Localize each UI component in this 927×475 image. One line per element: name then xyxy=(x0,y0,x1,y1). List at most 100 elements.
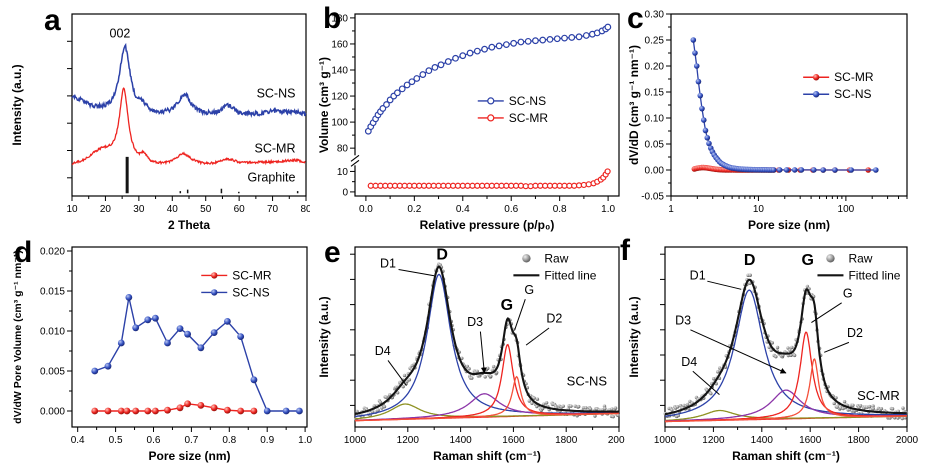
svg-text:D1: D1 xyxy=(690,268,706,282)
svg-text:0.05: 0.05 xyxy=(645,140,665,151)
svg-text:Raman shift (cm⁻¹): Raman shift (cm⁻¹) xyxy=(433,449,541,463)
svg-text:D2: D2 xyxy=(847,326,863,340)
svg-text:Fitted line: Fitted line xyxy=(848,268,900,282)
svg-text:1400: 1400 xyxy=(449,435,472,446)
svg-text:80: 80 xyxy=(300,204,310,215)
svg-text:10: 10 xyxy=(753,204,765,215)
svg-text:SC-MR: SC-MR xyxy=(834,70,874,84)
svg-text:SC-NS: SC-NS xyxy=(567,374,608,389)
svg-text:140: 140 xyxy=(331,66,348,77)
svg-text:1200: 1200 xyxy=(397,435,420,446)
svg-text:120: 120 xyxy=(331,92,348,103)
svg-text:10: 10 xyxy=(66,204,78,215)
svg-text:0.20: 0.20 xyxy=(645,62,665,73)
svg-text:D: D xyxy=(436,247,448,264)
svg-text:D3: D3 xyxy=(467,315,483,329)
panel-letter-a: a xyxy=(44,4,61,37)
panel-letter-e: e xyxy=(324,236,341,269)
svg-text:100: 100 xyxy=(838,204,855,215)
svg-text:0.000: 0.000 xyxy=(40,407,65,418)
raman-spectrum-scmr-chart-panel-f: 1000 1200 1400 1600 1800 2000 Raman shift (cm⁻… xyxy=(627,246,919,463)
panel-letter-d: d xyxy=(14,236,33,269)
svg-text:Raw: Raw xyxy=(544,251,568,265)
svg-text:dV/dW Pore Volume (cm³ g⁻¹ nm⁻: dV/dW Pore Volume (cm³ g⁻¹ nm⁻¹) xyxy=(12,250,24,424)
svg-text:0.6: 0.6 xyxy=(147,435,161,446)
svg-text:0.8: 0.8 xyxy=(553,204,567,215)
svg-text:1000: 1000 xyxy=(654,435,677,446)
svg-text:70: 70 xyxy=(267,204,279,215)
svg-text:0.005: 0.005 xyxy=(40,367,65,378)
svg-text:30: 30 xyxy=(133,204,145,215)
svg-text:SC-NS: SC-NS xyxy=(257,87,296,101)
svg-text:0.9: 0.9 xyxy=(260,435,274,446)
svg-text:dV/dD (cm³ g⁻¹ nm⁻¹): dV/dD (cm³ g⁻¹ nm⁻¹) xyxy=(627,45,641,165)
svg-text:SC-NS: SC-NS xyxy=(509,94,546,108)
svg-text:160: 160 xyxy=(331,39,348,50)
svg-text:Raman shift (cm⁻¹): Raman shift (cm⁻¹) xyxy=(732,449,840,463)
svg-text:0.15: 0.15 xyxy=(645,88,665,99)
svg-text:1600: 1600 xyxy=(799,435,822,446)
pore-size-distribution-chart-panel-c: 1 10 100 -0.05 0.00 0.05 0.10 0.15 0.20 0.25 0.30 P… xyxy=(627,10,908,232)
svg-text:Graphite: Graphite xyxy=(248,170,296,184)
svg-text:D4: D4 xyxy=(681,355,697,369)
svg-text:-0.05: -0.05 xyxy=(641,192,664,203)
svg-text:D4: D4 xyxy=(375,344,391,358)
svg-text:1.0: 1.0 xyxy=(601,204,615,215)
svg-text:0.10: 0.10 xyxy=(645,114,665,125)
svg-text:SC-NS: SC-NS xyxy=(232,285,269,299)
svg-text:2 Theta: 2 Theta xyxy=(168,218,210,232)
svg-text:Pore size (nm): Pore size (nm) xyxy=(748,218,830,232)
svg-text:G: G xyxy=(524,283,534,297)
svg-text:D2: D2 xyxy=(546,312,562,326)
svg-text:0.5: 0.5 xyxy=(109,435,123,446)
raman-spectrum-scns-chart-panel-e: 1000 1200 1400 1600 1800 2000 Raman shift (cm⁻… xyxy=(317,246,625,463)
svg-text:002: 002 xyxy=(110,27,131,41)
svg-text:0.4: 0.4 xyxy=(71,435,85,446)
svg-text:1600: 1600 xyxy=(502,435,525,446)
xrd-chart-panel-a: 10 20 30 40 50 60 70 80 2 Theta Intensity (a.u.) 0… xyxy=(10,13,310,232)
svg-text:Intensity (a.u.): Intensity (a.u.) xyxy=(317,296,331,377)
svg-text:SC-MR: SC-MR xyxy=(232,268,272,282)
panel-letter-f: f xyxy=(620,234,630,267)
svg-text:0.30: 0.30 xyxy=(645,10,665,21)
svg-text:100: 100 xyxy=(331,118,348,129)
svg-text:10: 10 xyxy=(337,167,349,178)
svg-text:SC-MR: SC-MR xyxy=(509,111,549,125)
svg-text:Pore size (nm): Pore size (nm) xyxy=(148,449,230,463)
svg-text:0: 0 xyxy=(342,187,348,198)
svg-text:0.010: 0.010 xyxy=(40,327,65,338)
svg-text:1800: 1800 xyxy=(847,435,870,446)
svg-text:180: 180 xyxy=(331,13,348,24)
svg-text:Intensity (a.u.): Intensity (a.u.) xyxy=(10,64,24,145)
svg-text:0.015: 0.015 xyxy=(40,287,65,298)
svg-text:Fitted line: Fitted line xyxy=(544,268,596,282)
panel-letter-b: b xyxy=(323,2,342,35)
svg-text:0.020: 0.020 xyxy=(40,247,65,258)
panel-letter-c: c xyxy=(627,2,644,35)
svg-text:SC-MR: SC-MR xyxy=(857,388,900,403)
svg-text:0.4: 0.4 xyxy=(456,204,470,215)
svg-text:1.0: 1.0 xyxy=(298,435,312,446)
svg-text:1000: 1000 xyxy=(344,435,367,446)
svg-text:G: G xyxy=(501,297,513,314)
svg-text:60: 60 xyxy=(234,204,246,215)
svg-text:Intensity (a.u.): Intensity (a.u.) xyxy=(627,296,641,377)
svg-text:1: 1 xyxy=(668,204,674,215)
svg-text:SC-MR: SC-MR xyxy=(255,141,296,155)
svg-text:0.6: 0.6 xyxy=(504,204,518,215)
svg-text:1200: 1200 xyxy=(702,435,725,446)
svg-text:Raw: Raw xyxy=(848,251,872,265)
svg-text:G: G xyxy=(843,286,853,300)
svg-text:D3: D3 xyxy=(675,313,691,327)
svg-text:1800: 1800 xyxy=(555,435,578,446)
adsorption-isotherm-chart-panel-b: 0.0 0.2 0.4 0.6 0.8 1.0 0 10 80 100 120 140 160 180 Re… xyxy=(317,13,620,232)
svg-text:0.00: 0.00 xyxy=(645,166,665,177)
svg-text:G: G xyxy=(802,252,814,269)
svg-text:Relative pressure (p/p₀): Relative pressure (p/p₀) xyxy=(420,218,555,232)
svg-text:40: 40 xyxy=(167,204,179,215)
svg-text:80: 80 xyxy=(337,144,349,155)
svg-text:0.0: 0.0 xyxy=(359,204,373,215)
svg-text:2000: 2000 xyxy=(896,435,919,446)
svg-text:2000: 2000 xyxy=(608,435,625,446)
